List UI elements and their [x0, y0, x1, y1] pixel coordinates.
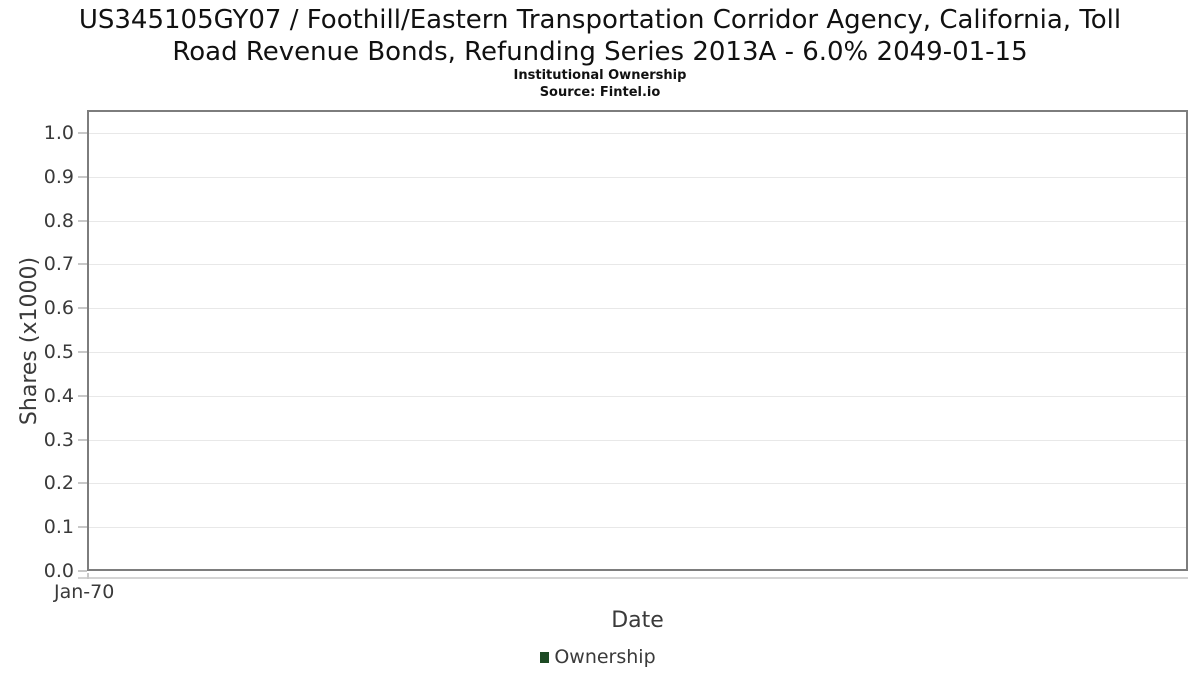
y-tick-mark-0.4	[78, 394, 87, 397]
x-axis-title: Date	[611, 608, 664, 633]
y-tick-label-0.2: 0.2	[43, 472, 74, 495]
y-tick-label-0.6: 0.6	[43, 297, 74, 320]
x-axis-line	[78, 577, 1188, 579]
y-tick-label-0.8: 0.8	[43, 209, 74, 232]
y-tick-label-0.7: 0.7	[43, 253, 74, 276]
gridline-y-0.3	[89, 439, 1186, 441]
chart-title: US345105GY07 / Foothill/Eastern Transpor…	[0, 4, 1200, 68]
chart-title-line-1: US345105GY07 / Foothill/Eastern Transpor…	[78, 5, 1122, 35]
y-tick-label-0.3: 0.3	[43, 428, 74, 451]
y-tick-mark-0.5	[78, 351, 87, 353]
gridline-y-0.2	[89, 483, 1186, 485]
x-tick-label: Jan-70	[54, 581, 115, 603]
plot-area	[87, 110, 1188, 571]
y-tick-mark-0.3	[78, 438, 87, 441]
chart-subtitle: Institutional Ownership	[513, 68, 687, 83]
y-tick-mark-0.1	[78, 526, 87, 529]
y-tick-mark-0.8	[78, 219, 87, 222]
y-tick-label-1.0: 1.0	[43, 122, 74, 144]
gridline-y-1.0	[89, 133, 1186, 134]
gridline-y-0.7	[89, 264, 1186, 266]
y-tick-mark-0.9	[78, 175, 87, 178]
y-tick-label-0.5: 0.5	[43, 341, 74, 363]
x-tick-mark	[87, 573, 89, 579]
y-tick-mark-0.6	[78, 307, 87, 310]
legend-series-label: Ownership	[554, 646, 656, 668]
gridline-y-0.8	[89, 220, 1186, 222]
y-tick-label-0.4: 0.4	[43, 384, 74, 407]
y-tick-label-0.0: 0.0	[43, 560, 74, 582]
legend: Ownership	[0, 646, 1196, 668]
y-tick-mark-1.0	[78, 132, 87, 134]
chart-source-label: Source: Fintel.io	[539, 85, 661, 100]
y-tick-label-0.9: 0.9	[43, 165, 74, 188]
gridline-y-0.4	[89, 395, 1186, 397]
y-tick-mark-0.7	[78, 263, 87, 266]
gridline-y-0.6	[89, 308, 1186, 310]
gridline-y-0.1	[89, 527, 1186, 529]
chart-title-line-2: Road Revenue Bonds, Refunding Series 201…	[172, 37, 1028, 67]
y-tick-mark-0.0	[78, 570, 87, 572]
legend-marker-square-icon	[540, 652, 550, 663]
y-tick-mark-0.2	[78, 482, 87, 485]
y-axis-title: Shares (x1000)	[17, 256, 42, 426]
gridline-y-0.5	[89, 352, 1186, 353]
y-tick-label-0.1: 0.1	[43, 516, 74, 539]
gridline-y-0.9	[89, 176, 1186, 178]
